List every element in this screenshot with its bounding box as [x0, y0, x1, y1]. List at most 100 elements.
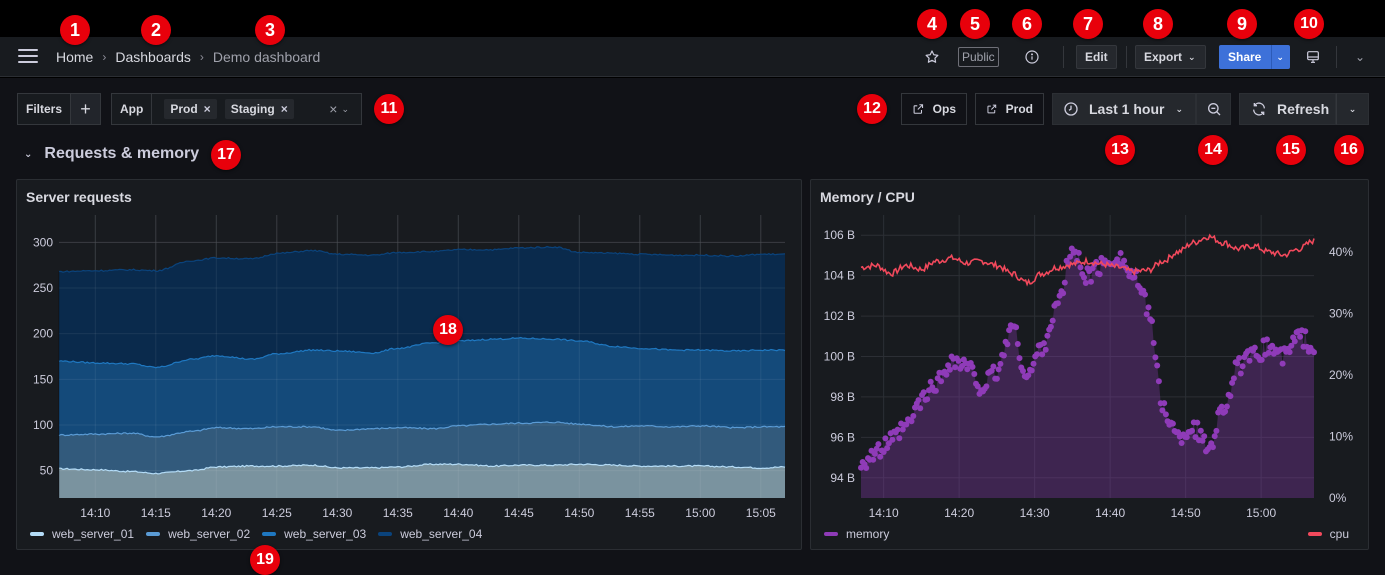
time-range-label: Last 1 hour: [1089, 101, 1165, 117]
chevron-down-icon: ⌄: [1336, 93, 1369, 125]
time-range-picker[interactable]: Last 1 hour ⌄: [1052, 93, 1196, 125]
refresh-button[interactable]: Refresh: [1239, 93, 1336, 125]
star-icon[interactable]: [921, 37, 943, 77]
row-header-requests-memory[interactable]: ⌄ Requests & memory: [24, 145, 199, 163]
navbar-separator: [1126, 37, 1127, 77]
info-icon[interactable]: [1021, 37, 1043, 77]
annotation-badge: 14: [1198, 135, 1228, 165]
breadcrumb-home[interactable]: Home: [56, 49, 94, 65]
svg-text:300: 300: [33, 235, 53, 249]
legend-label: memory: [846, 527, 890, 541]
svg-text:14:15: 14:15: [141, 506, 171, 520]
legend-item-cpu[interactable]: cpu: [1307, 527, 1349, 541]
svg-text:14:40: 14:40: [1095, 506, 1125, 520]
svg-text:50: 50: [40, 464, 54, 478]
row-title: Requests & memory: [44, 145, 200, 162]
svg-text:14:50: 14:50: [564, 506, 594, 520]
svg-text:150: 150: [33, 372, 53, 386]
breadcrumb-separator: ›: [102, 50, 107, 64]
edit-button[interactable]: Edit: [1076, 37, 1117, 77]
legend-item-web-server-04[interactable]: web_server_04: [378, 527, 482, 541]
public-dashboard-badge[interactable]: Public: [958, 37, 999, 77]
chevron-down-icon: ⌄: [1188, 51, 1196, 62]
svg-text:15:05: 15:05: [746, 506, 776, 520]
legend-label: web_server_02: [168, 527, 251, 541]
panel-server-requests[interactable]: Server requests 50 100 150 200 250 300 14:10 14…: [16, 179, 802, 550]
clock-icon: [1064, 102, 1078, 116]
hamburger-icon[interactable]: [18, 49, 38, 65]
breadcrumb-dashboards[interactable]: Dashboards: [115, 49, 191, 65]
svg-text:102 B: 102 B: [824, 309, 855, 323]
legend-item-web-server-01[interactable]: web_server_01: [30, 527, 134, 541]
refresh-icon: [1253, 102, 1265, 116]
svg-text:94 B: 94 B: [830, 471, 855, 485]
refresh-label: Refresh: [1277, 101, 1330, 117]
legend-label: web_server_03: [284, 527, 367, 541]
remove-chip-icon[interactable]: ×: [203, 102, 211, 116]
screen-top-strip: [0, 0, 1385, 37]
svg-text:200: 200: [33, 327, 53, 341]
svg-text:14:10: 14:10: [869, 506, 899, 520]
panel-title: Server requests: [26, 189, 132, 205]
annotation-badge: 15: [1276, 135, 1306, 165]
share-dropdown-chevron-icon[interactable]: ⌄: [1276, 51, 1284, 62]
svg-text:40%: 40%: [1329, 245, 1353, 259]
annotation-badge: 17: [211, 140, 241, 170]
dashboard-link-prod[interactable]: Prod: [975, 93, 1044, 125]
clear-all-icon[interactable]: ×: [329, 101, 338, 117]
legend-item-memory[interactable]: memory: [824, 527, 889, 541]
annotation-badge: 2: [141, 15, 171, 45]
navbar-separator: [1336, 37, 1337, 77]
memory-cpu-chart[interactable]: 94 B 96 B 98 B 100 B 102 B 104 B 106 B 0% 10% 20%…: [811, 180, 1370, 551]
panel-memory-cpu[interactable]: Memory / CPU 94 B 96 B 98 B 100 B 102 B 104 B…: [810, 179, 1369, 550]
annotation-badge: 7: [1073, 9, 1103, 39]
panel-title: Memory / CPU: [820, 189, 915, 205]
monitor-icon[interactable]: [1303, 37, 1323, 77]
annotation-badge: 3: [255, 15, 285, 45]
legend-item-web-server-02[interactable]: web_server_02: [146, 527, 250, 541]
legend-item-web-server-03[interactable]: web_server_03: [262, 527, 366, 541]
svg-text:14:25: 14:25: [262, 506, 292, 520]
legend-label: cpu: [1329, 527, 1349, 541]
dashboard-link-ops[interactable]: Ops: [901, 93, 967, 125]
public-label: Public: [958, 47, 999, 67]
legend-swatch: [30, 532, 44, 536]
legend-label: web_server_04: [400, 527, 483, 541]
svg-text:14:30: 14:30: [1020, 506, 1050, 520]
annotation-badge: 11: [374, 94, 404, 124]
refresh-interval-dropdown[interactable]: ⌄: [1336, 93, 1369, 125]
variable-chip-prod: Prod ×: [164, 99, 217, 119]
share-button[interactable]: Share ⌄: [1219, 37, 1290, 77]
app-variable-label: App: [112, 94, 153, 124]
filters-button[interactable]: Filters: [17, 93, 71, 125]
svg-text:14:50: 14:50: [1171, 506, 1201, 520]
svg-text:104 B: 104 B: [824, 269, 855, 283]
dashboard-body: Filters + App Prod × Staging × × ⌄ Ops P…: [0, 78, 1385, 575]
app-variable-select[interactable]: App Prod × Staging × × ⌄: [111, 93, 362, 125]
legend-swatch: [146, 532, 161, 536]
svg-text:14:20: 14:20: [944, 506, 974, 520]
zoom-out-button[interactable]: [1196, 93, 1231, 125]
link-label: Ops: [932, 102, 956, 116]
chip-label: Staging: [230, 102, 275, 116]
svg-text:10%: 10%: [1329, 429, 1353, 443]
external-link-icon: [987, 104, 997, 114]
chip-label: Prod: [170, 102, 198, 116]
remove-chip-icon[interactable]: ×: [280, 102, 288, 116]
export-button[interactable]: Export ⌄: [1135, 37, 1206, 77]
svg-text:250: 250: [33, 281, 53, 295]
breadcrumb: Home › Dashboards › Demo dashboard: [56, 37, 320, 77]
annotation-badge: 19: [250, 545, 280, 575]
chart-legend-left: memory: [824, 527, 901, 541]
chevron-down-icon[interactable]: ⌄: [1354, 50, 1366, 64]
add-filter-button[interactable]: +: [70, 93, 102, 125]
server-requests-chart[interactable]: 50 100 150 200 250 300 14:10 14:15 14:20 14:25 14:…: [17, 180, 803, 551]
chart-legend: web_server_01 web_server_02 web_server_0…: [30, 527, 494, 541]
svg-text:98 B: 98 B: [830, 390, 855, 404]
legend-label: web_server_01: [52, 527, 135, 541]
svg-text:14:20: 14:20: [201, 506, 231, 520]
link-label: Prod: [1005, 102, 1033, 116]
legend-swatch: [262, 532, 277, 536]
chevron-down-icon[interactable]: ⌄: [341, 103, 349, 114]
export-label: Export: [1144, 50, 1183, 64]
